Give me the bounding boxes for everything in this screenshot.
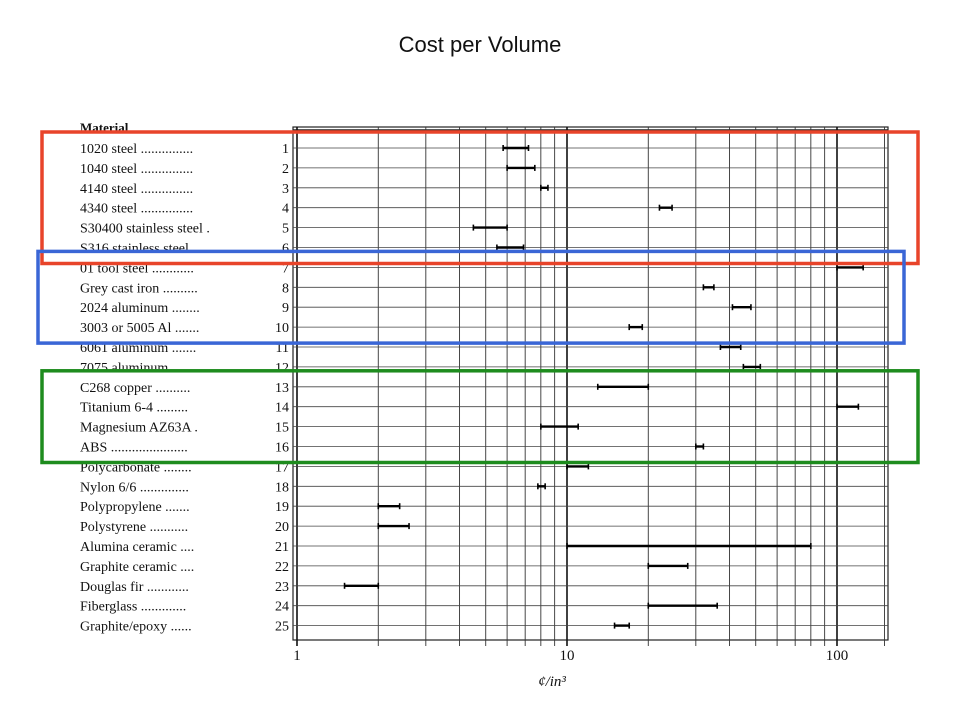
material-number: 16: [275, 441, 289, 456]
material-number: 23: [275, 580, 289, 595]
material-number: 6: [282, 242, 289, 257]
material-number: 4: [282, 202, 289, 217]
material-label: Magnesium AZ63A .: [80, 421, 198, 436]
x-tick-label: 10: [560, 648, 575, 664]
material-number: 10: [275, 321, 289, 336]
material-label: 4340 steel ...............: [80, 202, 193, 217]
material-label: Polystyrene ...........: [80, 520, 188, 535]
material-number: 14: [275, 401, 289, 416]
x-tick-label: 100: [826, 648, 849, 664]
material-label: 7075 aluminum ........: [80, 361, 200, 376]
material-label: Alumina ceramic ....: [80, 540, 194, 555]
material-number: 19: [275, 500, 289, 515]
material-label: Douglas fir ............: [80, 580, 189, 595]
material-label: Nylon 6/6 ..............: [80, 480, 189, 495]
material-number: 3: [282, 182, 289, 197]
material-label: S30400 stainless steel .: [80, 222, 210, 237]
material-label: 1020 steel ...............: [80, 142, 193, 157]
material-number: 18: [275, 480, 289, 495]
material-label: C268 copper ..........: [80, 381, 190, 396]
material-label: S316 stainless steel ....: [80, 242, 206, 257]
material-label: Polypropylene .......: [80, 500, 190, 515]
material-number: 24: [275, 600, 289, 615]
material-label: Graphite/epoxy ......: [80, 620, 192, 635]
material-label: Graphite ceramic ....: [80, 560, 194, 575]
x-tick-label: 1: [293, 648, 301, 664]
material-number: 25: [275, 620, 289, 635]
material-label: 4140 steel ...............: [80, 182, 193, 197]
material-label: ABS ......................: [80, 441, 188, 456]
material-number: 12: [275, 361, 289, 376]
material-number: 1: [282, 142, 289, 157]
material-label: 3003 or 5005 Al .......: [80, 321, 199, 336]
material-number: 9: [282, 301, 289, 316]
material-label: Grey cast iron ..........: [80, 281, 198, 296]
copper-titanium-magnesium-highlight: [40, 369, 920, 465]
material-number: 15: [275, 421, 289, 436]
material-number: 2: [282, 162, 289, 177]
steels-highlight: [40, 130, 920, 266]
material-label: Titanium 6-4 .........: [80, 401, 188, 416]
plot-frame: [292, 126, 889, 641]
iron-aluminum-highlight: [36, 249, 906, 345]
material-number: 5: [282, 222, 289, 237]
x-axis-title: ¢/in³: [538, 674, 566, 690]
material-number: 21: [275, 540, 289, 555]
material-number: 8: [282, 281, 289, 296]
material-number: 7: [282, 261, 289, 276]
slide-title: Cost per Volume: [398, 32, 562, 57]
material-label: Fiberglass .............: [80, 600, 186, 615]
material-number: 20: [275, 520, 289, 535]
material-label: 1040 steel ...............: [80, 162, 193, 177]
material-number: 13: [275, 381, 289, 396]
material-number: 22: [275, 560, 289, 575]
material-label: 2024 aluminum ........: [80, 301, 200, 316]
